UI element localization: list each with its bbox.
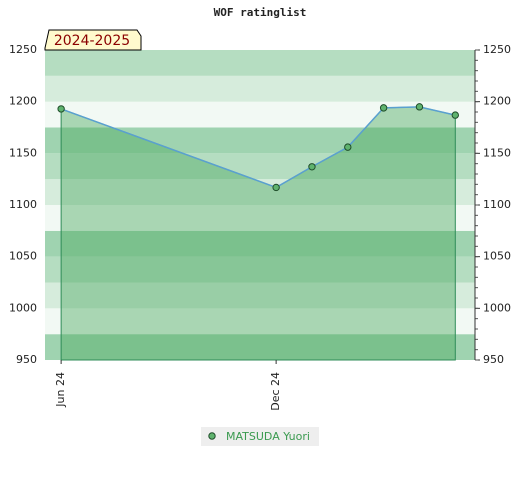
background-band — [45, 50, 475, 76]
y2-tick-label: 1200 — [483, 95, 511, 108]
point — [415, 103, 424, 111]
background-band — [45, 75, 475, 102]
plot-area — [45, 50, 475, 361]
legend-label: MATSUDA Yuori — [226, 430, 310, 443]
point — [272, 183, 280, 192]
background-band — [45, 153, 475, 180]
y2-tick-label: 1100 — [483, 198, 511, 211]
point — [344, 143, 352, 151]
background-band — [45, 230, 475, 257]
badge-box — [44, 29, 142, 51]
legend-box — [201, 427, 319, 446]
point — [451, 111, 459, 119]
y-tick-label: 1000 — [9, 301, 37, 314]
background-band — [45, 256, 475, 283]
y2-tick-label: 950 — [483, 353, 504, 366]
y2-tick-label: 1150 — [483, 146, 511, 159]
point — [379, 104, 388, 112]
y2-tick-label: 1000 — [483, 301, 511, 314]
y2-tick-label: 1250 — [483, 43, 511, 56]
point — [308, 163, 316, 171]
point — [57, 105, 65, 113]
background-band — [45, 205, 475, 231]
background-band — [45, 101, 475, 128]
badge-text: 2024-2025 — [54, 33, 130, 49]
y-tick-label: 1100 — [9, 198, 37, 211]
background-band — [45, 334, 475, 360]
background-band — [45, 127, 475, 154]
y-tick-label: 1250 — [9, 43, 37, 56]
background-band — [45, 282, 475, 309]
chart-title: WOF ratinglist — [214, 6, 307, 19]
background-band — [45, 308, 475, 335]
y-tick-label: 1050 — [9, 250, 37, 263]
y-tick-label: 1150 — [9, 146, 37, 159]
legend-marker — [208, 432, 216, 440]
x-tick-label: Jun 24 — [54, 372, 67, 408]
background-band — [45, 179, 475, 205]
y2-tick-label: 1050 — [483, 250, 511, 263]
x-tick-label: Dec 24 — [269, 372, 282, 411]
y-tick-label: 1200 — [9, 95, 37, 108]
y-tick-label: 950 — [16, 353, 37, 366]
